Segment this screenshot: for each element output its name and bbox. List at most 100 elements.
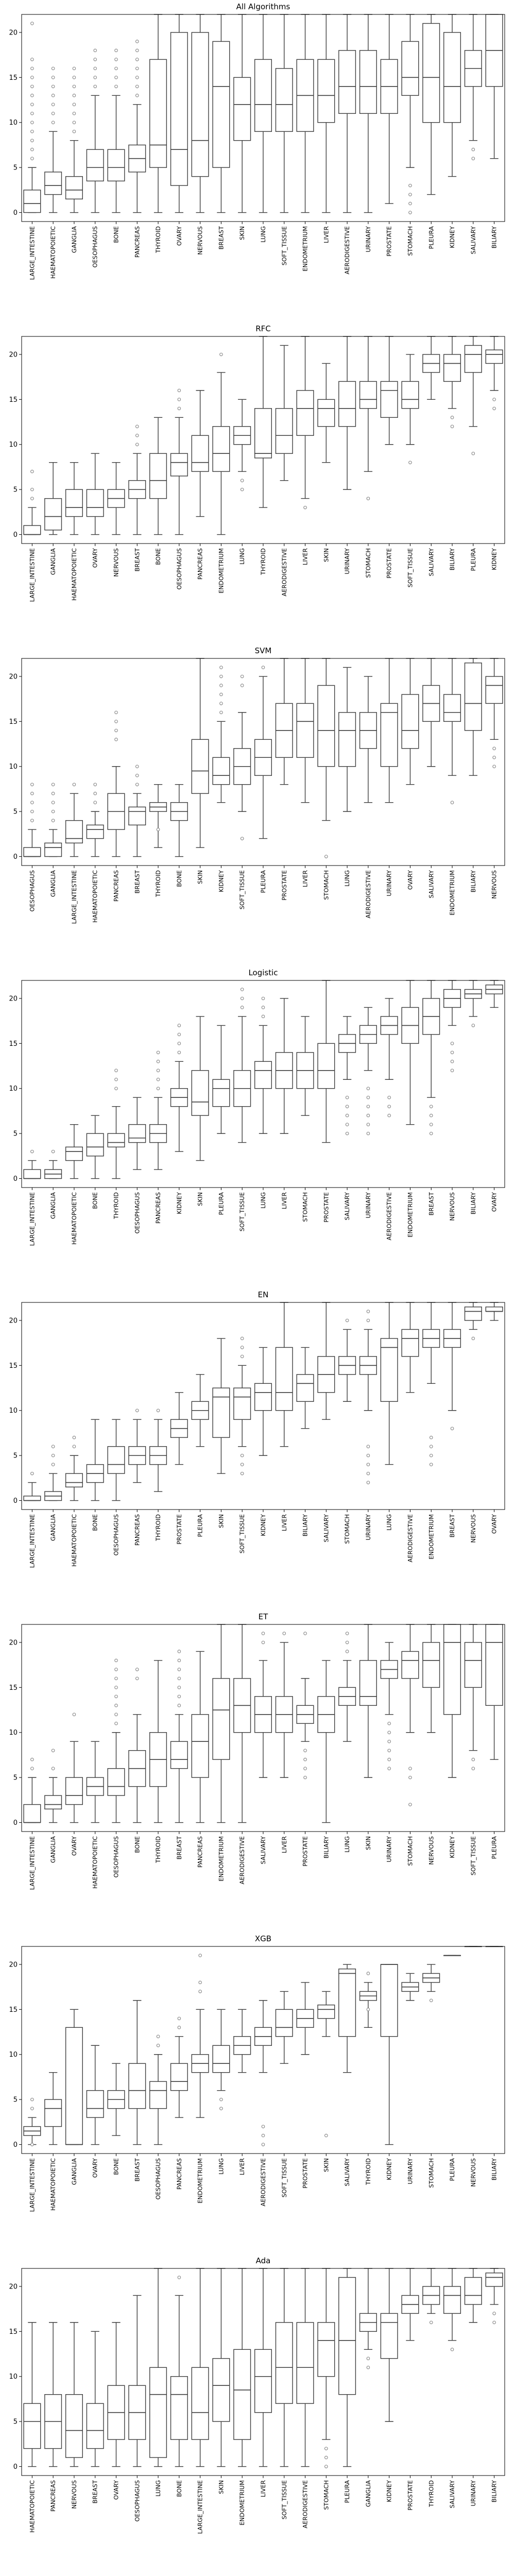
x-tick-label: LIVER: [281, 1836, 288, 1853]
box-bone: [128, 1668, 146, 1823]
box-lung: [254, 996, 272, 1134]
y-tick-label: 15: [9, 2328, 18, 2336]
chart-title: Ada: [256, 2256, 271, 2265]
box-soft-tissue: [233, 1336, 251, 1476]
outlier-point: [430, 1435, 433, 1439]
box-biliary: [317, 1660, 335, 1823]
outlier-point: [51, 66, 55, 71]
y-tick-label: 10: [9, 2051, 18, 2059]
outlier-point: [30, 94, 34, 97]
x-tick-label: BONE: [176, 2480, 183, 2497]
outlier-point: [135, 434, 139, 437]
x-tick-label: SOFT_TISSUE: [406, 548, 414, 587]
outlier-point: [30, 58, 34, 61]
box-skin: [317, 363, 335, 463]
x-tick-label: SALIVARY: [427, 548, 435, 576]
box-kidney: [443, 1624, 461, 1778]
box-bone: [107, 2063, 125, 2136]
x-tick-label: BONE: [176, 870, 183, 887]
box-urinary: [359, 1007, 377, 1136]
outlier-point: [30, 497, 34, 500]
x-tick-label: SOFT_TISSUE: [470, 1836, 477, 1875]
x-tick-label: GANGLIA: [49, 1192, 57, 1219]
outlier-point: [366, 1095, 370, 1099]
y-tick-label: 20: [9, 1639, 18, 1647]
outlier-point: [366, 1113, 370, 1117]
x-tick-label: BONE: [133, 1836, 141, 1853]
outlier-point: [114, 710, 118, 715]
outlier-point: [366, 1481, 370, 1484]
box-soft-tissue: [275, 2268, 293, 2467]
outlier-point: [156, 1409, 160, 1412]
outlier-point: [114, 1722, 118, 1725]
x-tick-label: HAEMATOPOIETIC: [49, 226, 57, 279]
y-tick-label: 0: [13, 531, 18, 539]
x-tick-label: URINARY: [406, 2158, 414, 2184]
x-tick-label: OVARY: [113, 2480, 120, 2500]
x-tick-label: URINARY: [386, 1836, 393, 1862]
box-liver: [275, 998, 293, 1134]
iqr-box: [464, 2277, 482, 2305]
box-ganglia: [44, 783, 62, 857]
box-prostate: [275, 658, 293, 785]
iqr-box: [233, 2349, 251, 2440]
outlier-point: [30, 791, 34, 795]
y-tick-label: 20: [9, 673, 18, 681]
box-biliary: [464, 980, 482, 1027]
outlier-point: [177, 406, 181, 411]
box-oesophagus: [128, 1097, 146, 1170]
outlier-point: [114, 1686, 118, 1689]
plot-frame: [21, 1302, 505, 1510]
box-lung: [212, 2009, 230, 2110]
iqr-box: [191, 32, 209, 177]
iqr-box: [191, 2367, 209, 2440]
chart-panel: EN 0 5 10 15 20 LARGE_INTESTINE GANGLIA HAEMATOP…: [9, 1290, 505, 1568]
outlier-point: [240, 1006, 244, 1009]
y-tick-label: 10: [9, 441, 18, 449]
outlier-point: [30, 103, 34, 107]
box-nervous: [464, 1302, 482, 1341]
box-stomach: [338, 1318, 356, 1402]
outlier-point: [366, 1087, 370, 1090]
iqr-box: [317, 2004, 335, 2019]
iqr-box: [44, 172, 62, 195]
iqr-box: [296, 390, 314, 436]
iqr-box: [317, 685, 335, 767]
x-tick-label: BILIARY: [449, 548, 456, 570]
outlier-point: [30, 139, 34, 142]
iqr-box: [380, 703, 398, 767]
outlier-point: [366, 1471, 370, 1476]
outlier-point: [345, 1105, 349, 1108]
outlier-point: [492, 398, 496, 401]
x-tick-label: THYROID: [260, 548, 267, 575]
outlier-point: [177, 1050, 181, 1055]
outlier-point: [72, 121, 76, 124]
outlier-point: [261, 2143, 265, 2146]
x-tick-label: BONE: [113, 2158, 120, 2175]
outlier-point: [240, 988, 244, 991]
outlier-point: [177, 1686, 181, 1689]
box-biliary: [296, 1347, 314, 1429]
box-ganglia: [44, 1445, 62, 1501]
iqr-box: [485, 1624, 503, 1706]
x-tick-label: ENDOMETRIUM: [406, 1192, 414, 1238]
outlier-point: [471, 1024, 475, 1027]
iqr-box: [149, 2367, 167, 2458]
outlier-point: [450, 416, 454, 419]
outlier-point: [345, 1640, 349, 1645]
y-tick-label: 20: [9, 1961, 18, 1969]
iqr-box: [212, 41, 230, 168]
outlier-point: [366, 1463, 370, 1466]
outlier-point: [51, 791, 55, 795]
box-oesophagus: [107, 1658, 125, 1823]
box-large-intestine: [191, 2268, 209, 2467]
box-ovary: [107, 2322, 125, 2467]
outlier-point: [51, 76, 55, 79]
x-tick-label: LARGE_INTESTINE: [28, 1836, 36, 1890]
outlier-point: [30, 2143, 34, 2146]
outlier-point: [261, 1014, 265, 1019]
iqr-box: [128, 1124, 146, 1143]
x-tick-label: BILIARY: [302, 1514, 309, 1536]
box-thyroid: [149, 14, 167, 213]
box-haematopoietic: [86, 783, 104, 857]
